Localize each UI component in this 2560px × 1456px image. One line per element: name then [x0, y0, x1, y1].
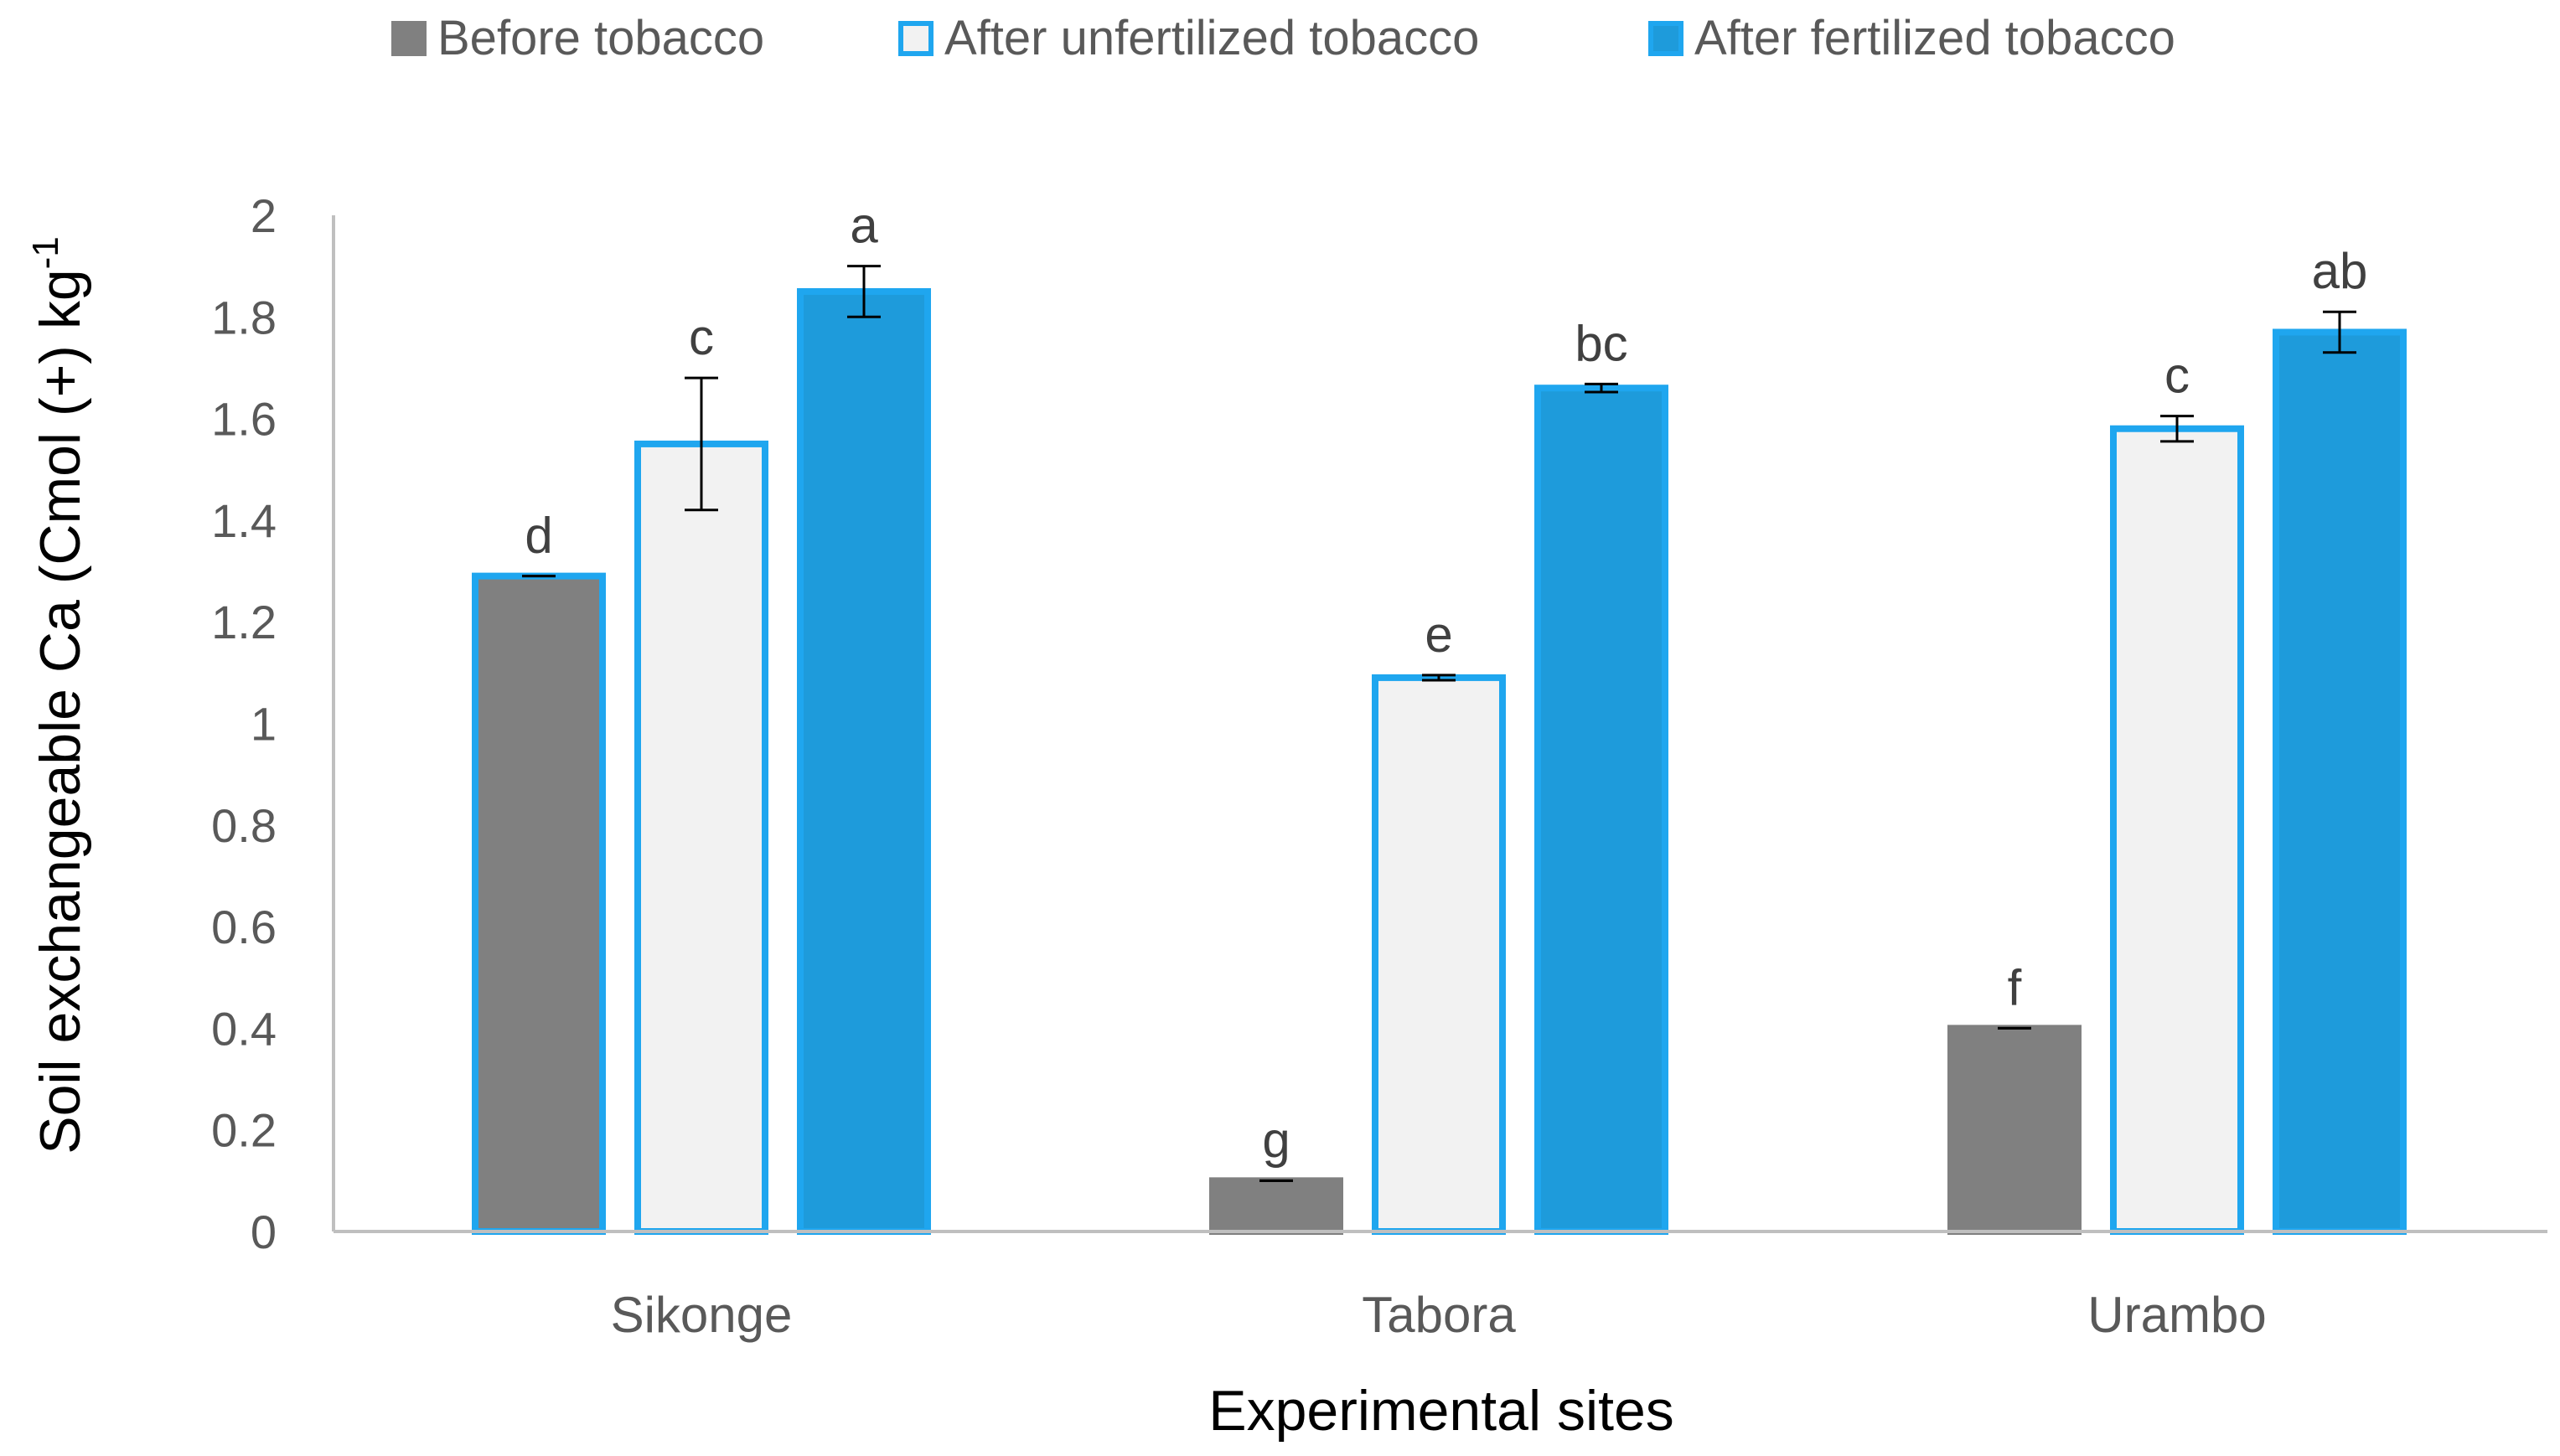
legend-swatch-2: [898, 21, 933, 56]
y-tick-label: 0.2: [211, 1104, 277, 1157]
legend-swatch-1: [391, 21, 427, 56]
bar-sikonge-series-1: [472, 572, 606, 1235]
y-tick-label: 1.8: [211, 291, 277, 343]
significance-letter: a: [850, 198, 878, 254]
x-axis: Sikonge Tabora Urambo: [334, 1230, 2547, 1343]
x-category-label: Urambo: [2087, 1287, 2266, 1343]
y-tick-label: 1.6: [211, 393, 277, 446]
bar-tabora-series-1: [1209, 1177, 1343, 1235]
y-tick-label: 1.2: [211, 596, 277, 648]
significance-letter: bc: [1575, 315, 1627, 371]
legend-swatch-3: [1648, 21, 1683, 56]
bar-sikonge-series-2: [634, 440, 768, 1235]
significance-letter: e: [1425, 607, 1452, 663]
y-axis-title-main: Soil exchangeable Ca (Cmol (+) kg: [28, 269, 92, 1154]
bar-urambo-series-3: [2273, 328, 2407, 1235]
significance-letter: ab: [2312, 243, 2368, 299]
legend-label-2: After unfertilized tobacco: [944, 11, 1479, 65]
significance-letter: c: [689, 309, 714, 365]
bar-urambo-series-2: [2110, 425, 2244, 1236]
significance-letter: c: [2164, 348, 2190, 404]
legend-label-1: Before tobacco: [437, 11, 764, 65]
significance-letter: f: [2008, 959, 2022, 1015]
bar-tabora-series-2: [1372, 674, 1506, 1235]
bar-sikonge-series-3: [797, 287, 931, 1236]
y-axis-title-superscript: -1: [25, 236, 66, 269]
legend: Before tobacco After unfertilized tobacco…: [391, 11, 2175, 65]
y-tick-label: 0.6: [211, 901, 277, 953]
bar-tabora-series-3: [1534, 385, 1668, 1235]
significance-letter: g: [1262, 1112, 1290, 1168]
y-tick-label: 0.4: [211, 1002, 277, 1055]
y-axis-title: Soil exchangeable Ca (Cmol (+) kg-1: [25, 236, 92, 1154]
significance-letter: d: [525, 508, 552, 564]
y-tick-label: 2: [251, 189, 277, 242]
x-category-label: Tabora: [1362, 1287, 1516, 1343]
y-axis: 0 0.2 0.4 0.6 0.8 1 1.2 1.4 1.6 1.8 2: [211, 189, 335, 1258]
y-tick-label: 1.4: [211, 494, 277, 547]
y-tick-label: 1: [251, 698, 277, 751]
bar-urambo-series-1: [1947, 1025, 2082, 1236]
legend-label-3: After fertilized tobacco: [1694, 11, 2175, 65]
x-axis-title: Experimental sites: [1208, 1379, 1674, 1443]
bars: d c a g e bc f c ab: [472, 198, 2407, 1236]
y-tick-label: 0: [251, 1206, 277, 1258]
y-tick-label: 0.8: [211, 799, 277, 852]
x-category-label: Sikonge: [611, 1287, 793, 1343]
